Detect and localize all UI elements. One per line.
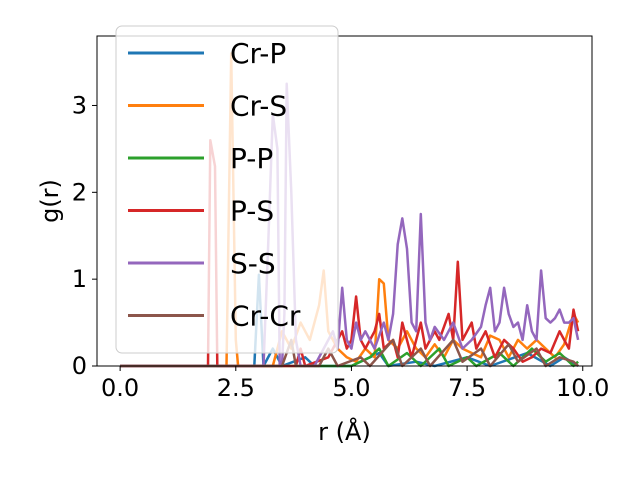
series-line-p-p: [120, 347, 579, 368]
legend-entry-label: Cr-P: [230, 37, 286, 70]
y-tick-label: 3: [72, 91, 87, 119]
y-tick-label: 2: [72, 178, 87, 206]
legend-entry-label: Cr-S: [230, 90, 287, 123]
plot-frame: [96, 35, 593, 367]
legend-entry-label: P-S: [230, 195, 274, 228]
y-axis-label: g(r): [36, 179, 64, 223]
y-tick-label: 0: [72, 352, 87, 380]
legend-box: [115, 25, 339, 354]
y-tick-label: 1: [72, 265, 87, 293]
legend-entry-label: P-P: [230, 142, 273, 175]
x-tick-label: 10.0: [556, 374, 609, 402]
x-tick-label: 7.5: [448, 374, 486, 402]
x-tick-label: 0.0: [101, 374, 139, 402]
x-tick-label: 5.0: [332, 374, 370, 402]
x-tick-label: 2.5: [217, 374, 255, 402]
axes-layer: 0.0 2.5 5.0 7.5 10.0 0 1 2 3: [72, 35, 609, 402]
x-axis-label: r (Å): [318, 417, 371, 446]
legend: Cr-P Cr-S P-P P-S S-S Cr-Cr: [115, 25, 339, 354]
legend-entry-label: S-S: [230, 247, 276, 280]
legend-entry-label: Cr-Cr: [230, 300, 301, 333]
